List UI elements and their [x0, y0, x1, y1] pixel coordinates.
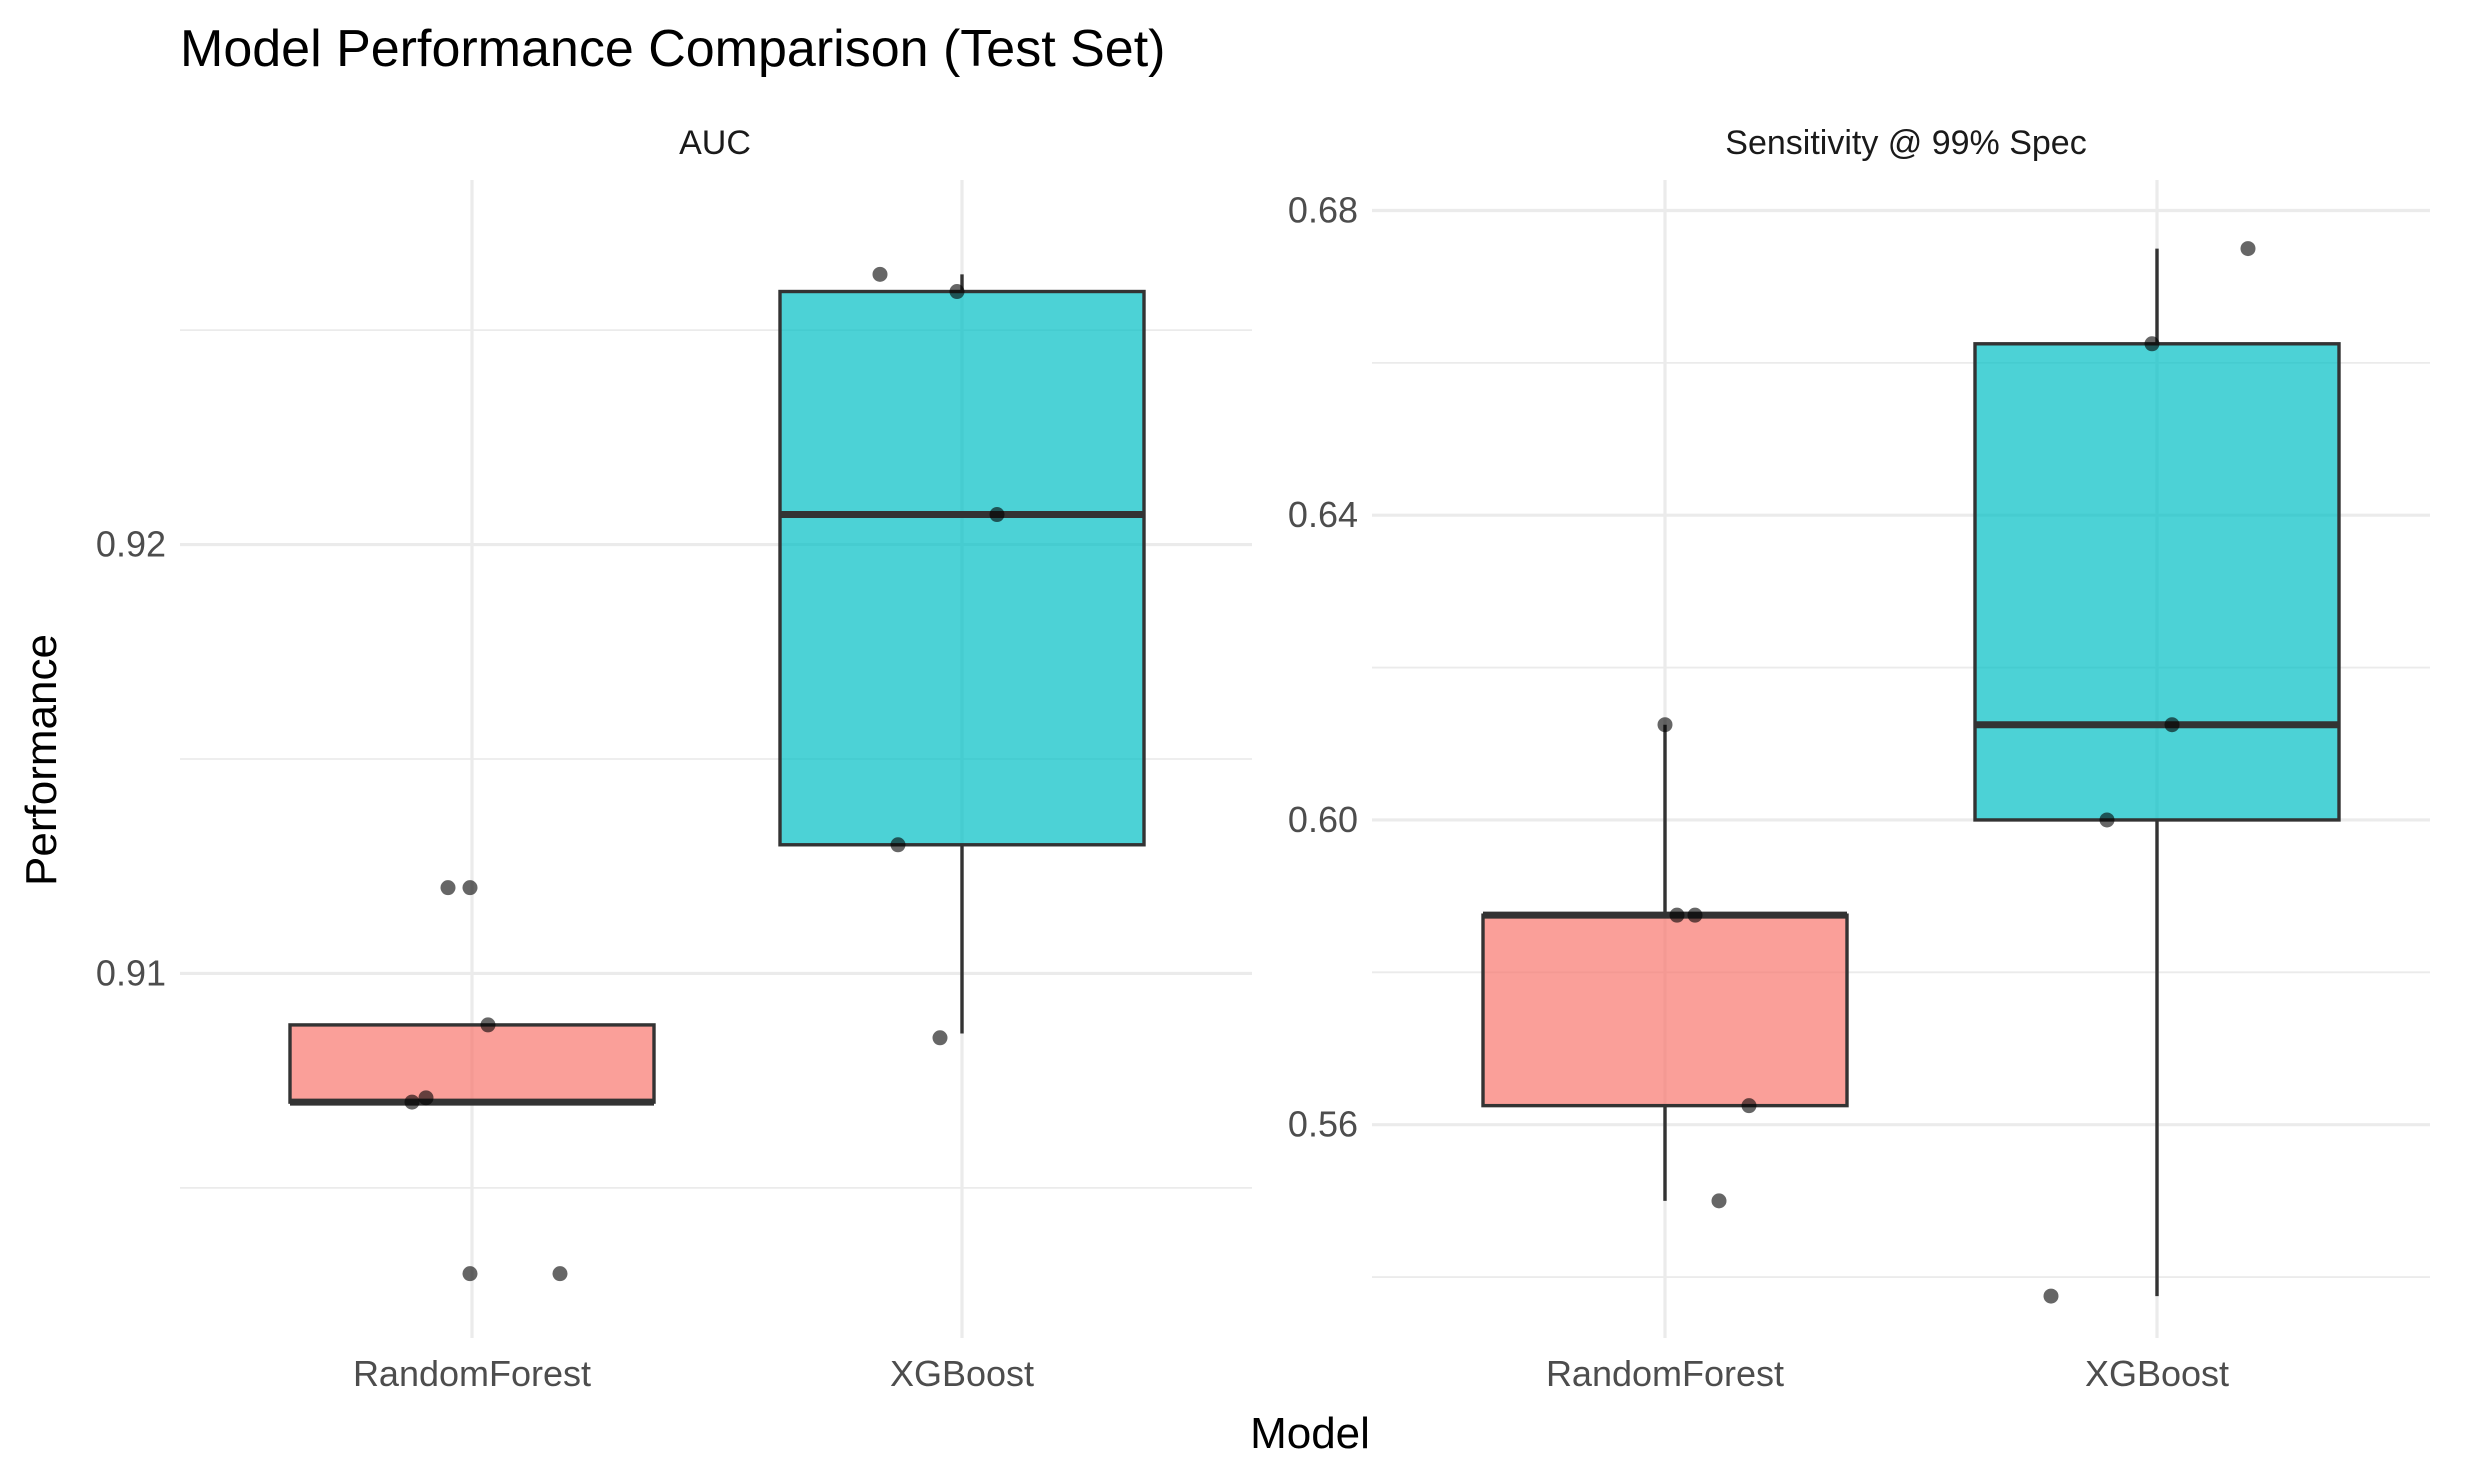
- y-axis-title: Performance: [17, 634, 66, 886]
- panel-auc-boxes: [288, 274, 1146, 1106]
- data-point: [2099, 812, 2115, 828]
- data-point: [480, 1017, 496, 1033]
- box-iqr: [1481, 913, 1849, 1108]
- panel-sensitivity-points: [1657, 241, 2256, 1304]
- data-point: [462, 880, 478, 896]
- box-iqr: [288, 1023, 656, 1104]
- panel-auc-x-ticks: RandomForest XGBoost: [353, 1353, 1034, 1394]
- data-point: [1711, 1193, 1727, 1209]
- data-point: [440, 880, 456, 896]
- y-tick-label: 0.91: [96, 952, 166, 993]
- data-point: [890, 837, 906, 853]
- x-tick-label: XGBoost: [2085, 1353, 2229, 1394]
- data-point: [1687, 907, 1703, 923]
- data-point: [462, 1266, 478, 1282]
- chart-title: Model Performance Comparison (Test Set): [180, 20, 1166, 78]
- panel-sensitivity-boxes: [1481, 248, 2341, 1297]
- data-point: [1657, 717, 1673, 733]
- data-point: [932, 1030, 948, 1046]
- x-tick-label: RandomForest: [353, 1353, 591, 1394]
- x-tick-label: XGBoost: [890, 1353, 1034, 1394]
- panel-sensitivity-x-ticks: RandomForest XGBoost: [1546, 1353, 2229, 1394]
- panel-title-auc: AUC: [679, 124, 751, 162]
- y-tick-label: 0.64: [1288, 494, 1358, 535]
- panel-auc: AUC 0.91 0.92 RandomForest XGBoost: [96, 124, 1252, 1394]
- box-randomforest: [1481, 724, 1849, 1201]
- panel-auc-y-ticks: 0.91 0.92: [96, 524, 166, 994]
- data-point: [2043, 1288, 2059, 1304]
- data-point: [418, 1090, 434, 1106]
- panel-title-sensitivity: Sensitivity @ 99% Spec: [1725, 124, 2086, 162]
- y-tick-label: 0.60: [1288, 799, 1358, 840]
- box-randomforest: [288, 1023, 656, 1106]
- data-point: [2164, 717, 2180, 733]
- data-point: [552, 1266, 568, 1282]
- data-point: [404, 1094, 420, 1110]
- y-tick-label: 0.68: [1288, 189, 1358, 230]
- box-xgboost: [1973, 248, 2341, 1297]
- panel-sensitivity: Sensitivity @ 99% Spec 0.560.600.640.68 …: [1288, 124, 2430, 1394]
- panel-auc-points: [404, 266, 1005, 1282]
- x-axis-title: Model: [1250, 1409, 1370, 1458]
- y-tick-label: 0.56: [1288, 1104, 1358, 1145]
- data-point: [2144, 336, 2160, 352]
- data-point: [1741, 1098, 1757, 1114]
- data-point: [2240, 241, 2256, 257]
- box-xgboost: [778, 274, 1146, 1034]
- x-tick-label: RandomForest: [1546, 1353, 1784, 1394]
- data-point: [872, 266, 888, 282]
- data-point: [949, 284, 965, 300]
- y-tick-label: 0.92: [96, 524, 166, 565]
- box-iqr: [778, 289, 1146, 847]
- panel-sensitivity-y-ticks: 0.56 0.60 0.64 0.68: [1288, 189, 1358, 1144]
- data-point: [1669, 907, 1685, 923]
- box-iqr: [1973, 342, 2341, 822]
- data-point: [989, 507, 1005, 523]
